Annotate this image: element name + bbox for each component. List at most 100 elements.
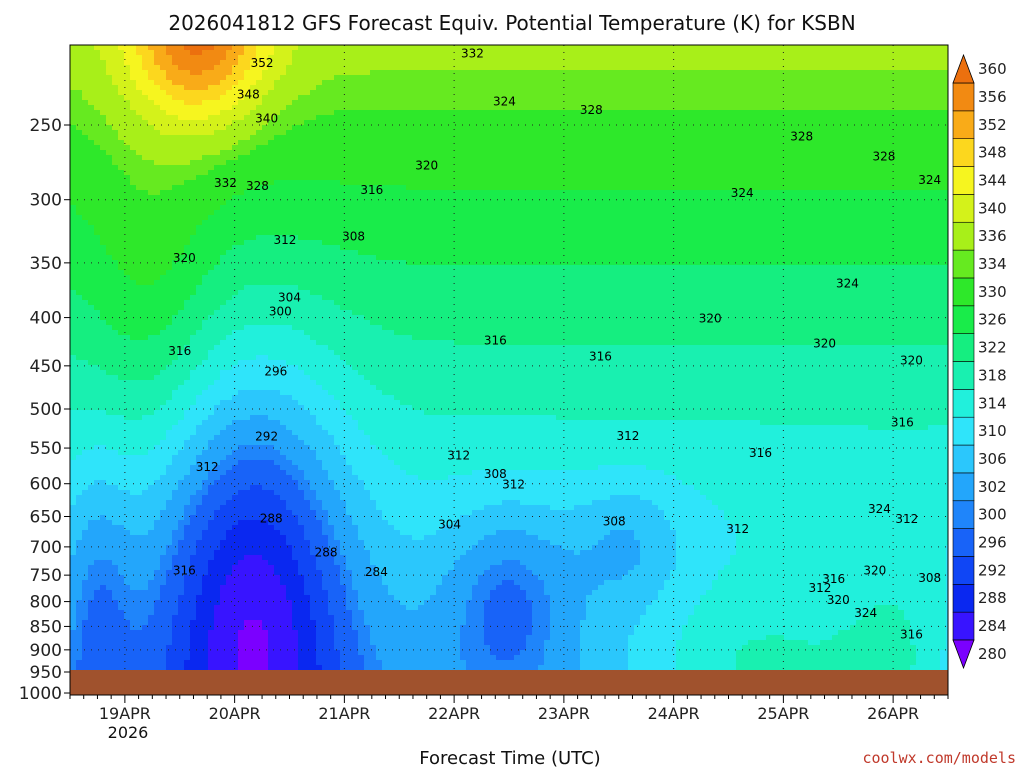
field-cell	[184, 135, 191, 141]
field-cell	[148, 110, 155, 116]
field-cell	[652, 155, 659, 161]
field-cell	[694, 175, 701, 181]
field-cell	[226, 130, 233, 136]
field-cell	[106, 205, 113, 211]
field-cell	[682, 200, 689, 206]
field-cell	[304, 60, 311, 66]
field-cell	[856, 70, 863, 76]
field-cell	[430, 175, 437, 181]
field-cell	[250, 180, 257, 186]
field-cell	[850, 45, 857, 51]
field-cell	[118, 50, 125, 56]
field-cell	[88, 150, 95, 156]
field-cell	[796, 155, 803, 161]
field-cell	[184, 210, 191, 216]
field-cell	[328, 100, 335, 106]
field-cell	[88, 160, 95, 166]
field-cell	[364, 65, 371, 71]
field-cell	[628, 55, 635, 61]
field-cell	[562, 105, 569, 111]
field-cell	[196, 95, 203, 101]
field-cell	[850, 70, 857, 76]
field-cell	[856, 140, 863, 146]
field-cell	[754, 135, 761, 141]
field-cell	[184, 175, 191, 181]
field-cell	[496, 205, 503, 211]
field-cell	[430, 90, 437, 96]
field-cell	[898, 165, 905, 171]
field-cell	[400, 65, 407, 71]
field-cell	[196, 55, 203, 61]
field-cell	[616, 205, 623, 211]
field-cell	[922, 50, 929, 56]
field-cell	[268, 110, 275, 116]
field-cell	[100, 80, 107, 86]
field-cell	[586, 85, 593, 91]
field-cell	[430, 150, 437, 156]
field-cell	[160, 175, 167, 181]
field-cell	[742, 210, 749, 216]
field-cell	[610, 145, 617, 151]
field-cell	[550, 145, 557, 151]
field-cell	[814, 205, 821, 211]
field-cell	[274, 190, 281, 196]
field-cell	[376, 140, 383, 146]
field-cell	[508, 155, 515, 161]
field-cell	[478, 125, 485, 131]
field-cell	[580, 150, 587, 156]
field-cell	[910, 195, 917, 201]
field-cell	[928, 170, 935, 176]
field-cell	[598, 70, 605, 76]
field-cell	[622, 150, 629, 156]
field-cell	[346, 160, 353, 166]
field-cell	[916, 170, 923, 176]
field-cell	[628, 75, 635, 81]
field-cell	[814, 165, 821, 171]
field-cell	[310, 105, 317, 111]
field-cell	[256, 70, 263, 76]
field-cell	[118, 85, 125, 91]
field-cell	[514, 80, 521, 86]
field-cell	[742, 100, 749, 106]
field-cell	[88, 155, 95, 161]
field-cell	[94, 85, 101, 91]
field-cell	[424, 175, 431, 181]
field-cell	[454, 70, 461, 76]
field-cell	[622, 175, 629, 181]
field-cell	[892, 175, 899, 181]
field-cell	[772, 200, 779, 206]
field-cell	[556, 145, 563, 151]
field-cell	[304, 200, 311, 206]
field-cell	[598, 50, 605, 56]
field-cell	[736, 190, 743, 196]
field-cell	[280, 200, 287, 206]
field-cell	[736, 120, 743, 126]
field-cell	[544, 100, 551, 106]
field-cell	[238, 190, 245, 196]
field-cell	[178, 50, 185, 56]
field-cell	[136, 115, 143, 121]
field-cell	[190, 110, 197, 116]
field-cell	[706, 210, 713, 216]
field-cell	[670, 195, 677, 201]
field-cell	[124, 45, 131, 51]
field-cell	[370, 190, 377, 196]
field-cell	[340, 150, 347, 156]
field-cell	[940, 80, 947, 86]
field-cell	[238, 145, 245, 151]
field-cell	[328, 130, 335, 136]
field-cell	[730, 175, 737, 181]
field-cell	[946, 195, 948, 201]
field-cell	[556, 90, 563, 96]
field-cell	[424, 210, 431, 216]
field-cell	[490, 95, 497, 101]
field-cell	[694, 135, 701, 141]
field-cell	[418, 85, 425, 91]
field-cell	[538, 130, 545, 136]
field-cell	[574, 155, 581, 161]
field-cell	[196, 80, 203, 86]
field-cell	[574, 75, 581, 81]
field-cell	[526, 180, 533, 186]
field-cell	[448, 115, 455, 121]
field-cell	[298, 195, 305, 201]
